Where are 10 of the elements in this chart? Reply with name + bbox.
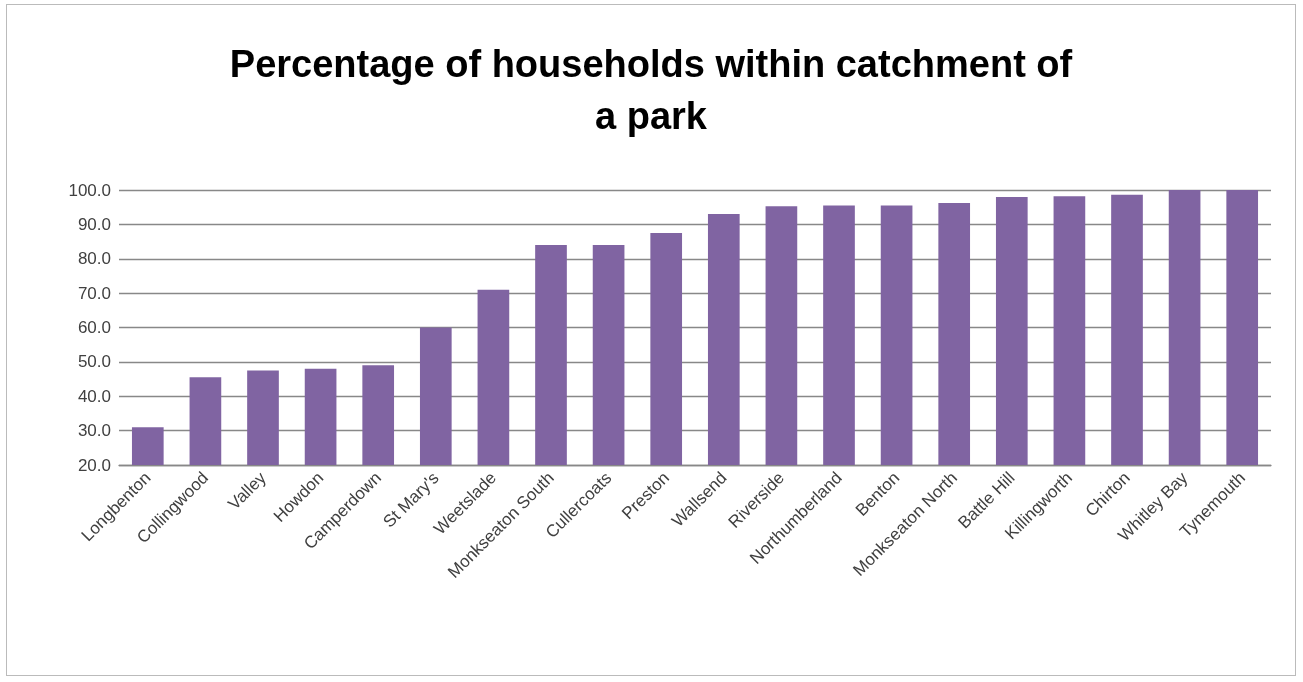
y-tick-label: 90.0	[77, 214, 111, 234]
y-tick-label: 80.0	[77, 249, 111, 269]
y-tick-label: 60.0	[77, 318, 111, 337]
y-tick-label: 100.0	[68, 180, 111, 200]
y-tick-label: 40.0	[77, 386, 111, 406]
chart-title: Percentage of households within catchment of a park	[229, 43, 1073, 137]
y-tick-label: 70.0	[77, 283, 111, 303]
y-tick-label: 30.0	[77, 421, 111, 441]
y-tick-label: 20.0	[77, 455, 111, 475]
y-tick-label: 50.0	[77, 352, 111, 372]
